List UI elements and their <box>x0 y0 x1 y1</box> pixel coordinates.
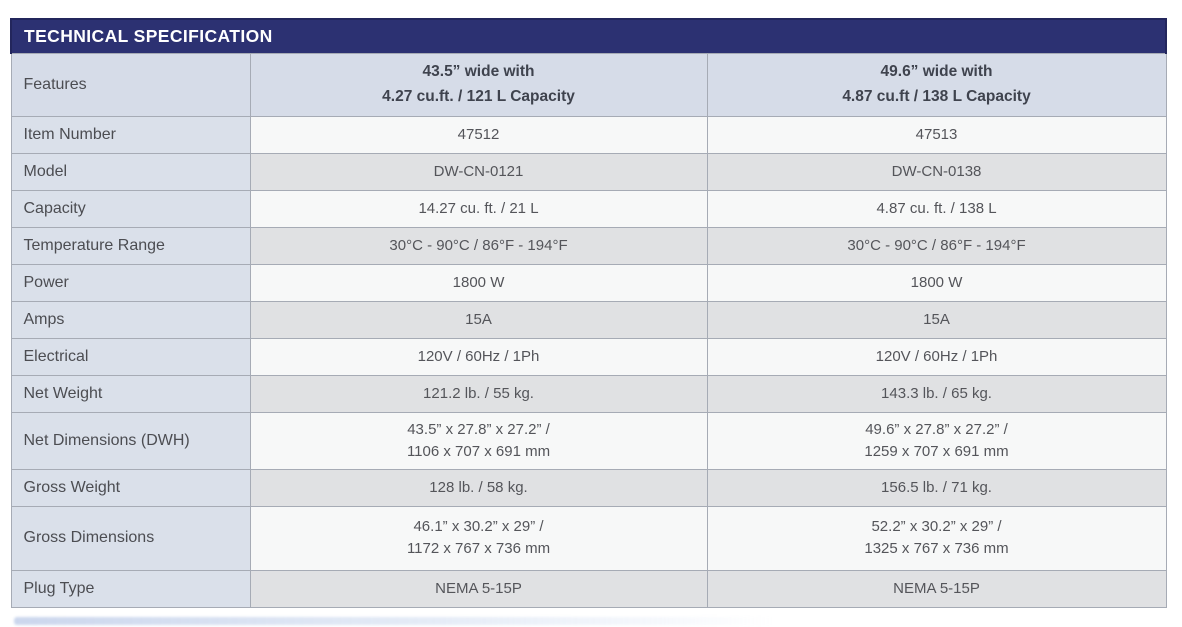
table-row-model: Model DW-CN-0121 DW-CN-0138 <box>10 152 1167 191</box>
row-label: Model <box>10 152 251 191</box>
cell-value: 143.3 lb. / 65 kg. <box>706 374 1167 413</box>
cell-value: 120V / 60Hz / 1Ph <box>249 337 708 376</box>
row-label: Item Number <box>10 115 251 154</box>
cell-value: DW-CN-0121 <box>249 152 708 191</box>
cell-value: 47512 <box>249 115 708 154</box>
cell-value: NEMA 5-15P <box>249 569 708 608</box>
cell-value: 120V / 60Hz / 1Ph <box>706 337 1167 376</box>
column-title-product-1: 43.5” wide with 4.27 cu.ft. / 121 L Capa… <box>249 52 708 117</box>
table-row-capacity: Capacity 14.27 cu. ft. / 21 L 4.87 cu. f… <box>10 189 1167 228</box>
cell-value: 121.2 lb. / 55 kg. <box>249 374 708 413</box>
table-row-net-weight: Net Weight 121.2 lb. / 55 kg. 143.3 lb. … <box>10 374 1167 413</box>
table-title: TECHNICAL SPECIFICATION <box>9 18 708 54</box>
row-label: Capacity <box>10 189 251 228</box>
cell-value: 30°C - 90°C / 86°F - 194°F <box>706 226 1167 265</box>
cell-value: NEMA 5-15P <box>706 569 1167 608</box>
row-label: Electrical <box>10 337 251 376</box>
cell-value: 1800 W <box>249 263 708 302</box>
row-label: Gross Dimensions <box>10 505 251 571</box>
row-label-features: Features <box>10 52 251 117</box>
cell-value: 14.27 cu. ft. / 21 L <box>249 189 708 228</box>
cell-value: 30°C - 90°C / 86°F - 194°F <box>249 226 708 265</box>
row-label: Net Dimensions (DWH) <box>10 411 251 470</box>
table-row-power: Power 1800 W 1800 W <box>10 263 1167 302</box>
table-row-plug-type: Plug Type NEMA 5-15P NEMA 5-15P <box>10 569 1167 608</box>
cell-value: 46.1” x 30.2” x 29” / 1172 x 767 x 736 m… <box>249 505 708 571</box>
cell-value: 52.2” x 30.2” x 29” / 1325 x 767 x 736 m… <box>706 505 1167 571</box>
row-label: Plug Type <box>10 569 251 608</box>
table-row-gross-dimensions: Gross Dimensions 46.1” x 30.2” x 29” / 1… <box>10 505 1167 571</box>
cropped-element-artifact <box>14 617 774 625</box>
row-label: Net Weight <box>10 374 251 413</box>
table-row-amps: Amps 15A 15A <box>10 300 1167 339</box>
cell-value: 15A <box>706 300 1167 339</box>
cell-value: 1800 W <box>706 263 1167 302</box>
cell-value: 43.5” x 27.8” x 27.2” / 1106 x 707 x 691… <box>249 411 708 470</box>
row-label: Temperature Range <box>10 226 251 265</box>
table-row-temperature-range: Temperature Range 30°C - 90°C / 86°F - 1… <box>10 226 1167 265</box>
table-row-net-dimensions: Net Dimensions (DWH) 43.5” x 27.8” x 27.… <box>10 411 1167 470</box>
cell-value: 128 lb. / 58 kg. <box>249 468 708 507</box>
row-label: Amps <box>10 300 251 339</box>
cell-value: 156.5 lb. / 71 kg. <box>706 468 1167 507</box>
row-label: Power <box>10 263 251 302</box>
table-row-gross-weight: Gross Weight 128 lb. / 58 kg. 156.5 lb. … <box>10 468 1167 507</box>
features-row: Features 43.5” wide with 4.27 cu.ft. / 1… <box>10 52 1167 117</box>
table-header-row: TECHNICAL SPECIFICATION <box>9 18 1168 54</box>
row-label: Gross Weight <box>10 468 251 507</box>
cell-value: 4.87 cu. ft. / 138 L <box>706 189 1167 228</box>
spec-table-container: TECHNICAL SPECIFICATION Features 43.5” w… <box>9 18 1168 608</box>
cell-value: DW-CN-0138 <box>706 152 1167 191</box>
column-title-product-2: 49.6” wide with 4.87 cu.ft / 138 L Capac… <box>706 52 1167 117</box>
spec-table: TECHNICAL SPECIFICATION Features 43.5” w… <box>9 18 1168 608</box>
cell-value: 47513 <box>706 115 1167 154</box>
cell-value: 15A <box>249 300 708 339</box>
table-row-electrical: Electrical 120V / 60Hz / 1Ph 120V / 60Hz… <box>10 337 1167 376</box>
table-header-right-segment <box>706 18 1168 54</box>
cell-value: 49.6” x 27.8” x 27.2” / 1259 x 707 x 691… <box>706 411 1167 470</box>
table-row-item-number: Item Number 47512 47513 <box>10 115 1167 154</box>
